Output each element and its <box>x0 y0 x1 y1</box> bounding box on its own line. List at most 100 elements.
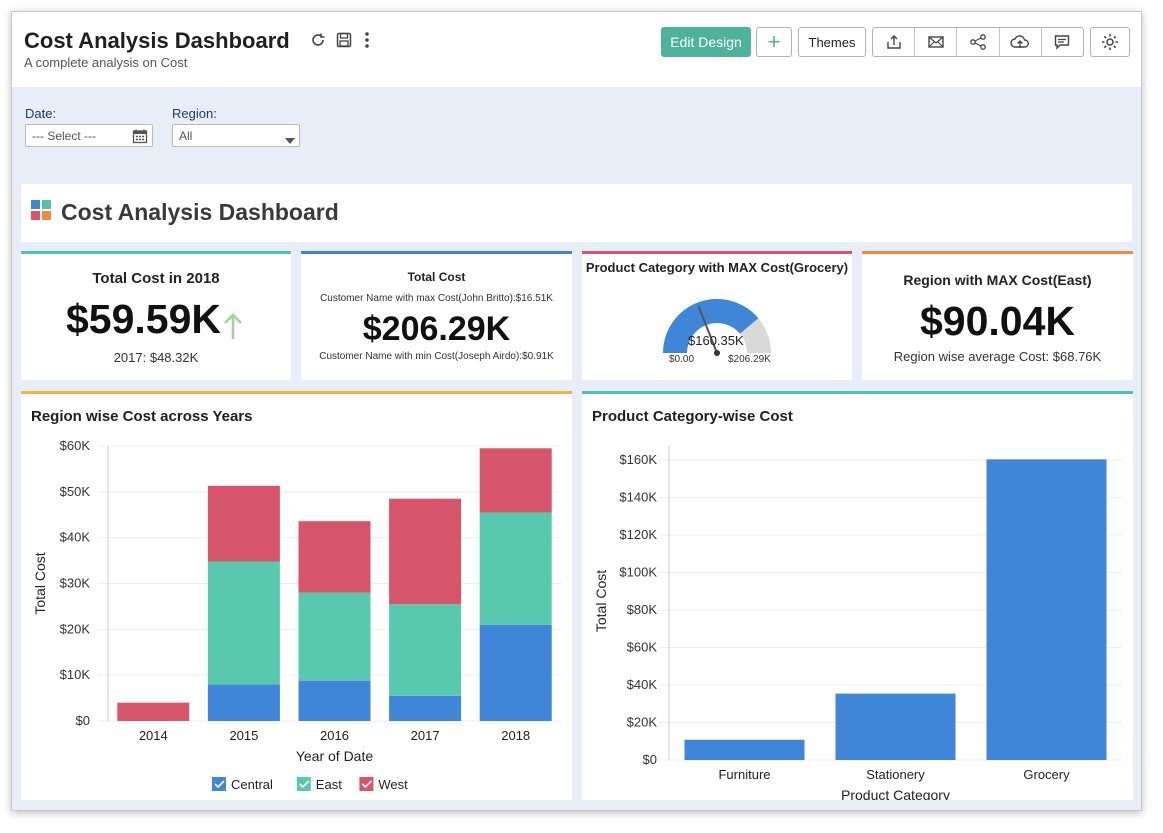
region-filter-value: All <box>179 128 193 143</box>
gear-icon <box>1102 34 1118 50</box>
x-tick-label: 2014 <box>139 728 168 743</box>
y-tick-label: $160K <box>619 452 657 467</box>
kpi-title: Total Cost <box>407 270 466 284</box>
bar <box>684 739 805 760</box>
region-cost-chart-panel: Region wise Cost across Years $0 $10K $20K… <box>21 391 572 800</box>
kpi-max-region[interactable]: Region with MAX Cost(East) $90.04K Regio… <box>862 251 1133 380</box>
date-filter-input[interactable]: --- Select --- <box>25 124 153 147</box>
bar-segment-east <box>298 592 371 681</box>
bar-segment-central <box>207 684 280 721</box>
themes-button[interactable]: Themes <box>798 27 866 57</box>
arrow-up-icon <box>224 313 242 339</box>
bar-segment-central <box>389 695 462 721</box>
y-tick-label: $10K <box>60 667 91 682</box>
settings-button[interactable] <box>1090 27 1130 57</box>
action-button-group <box>872 27 1084 57</box>
checkbox-check-icon <box>299 780 310 789</box>
bar-segment-west <box>389 498 462 605</box>
refresh-icon[interactable] <box>308 30 328 50</box>
kpi-title: Total Cost in 2018 <box>92 270 220 287</box>
calendar-icon[interactable] <box>132 128 148 147</box>
gauge-needle <box>697 306 718 354</box>
gauge-chart <box>663 299 771 356</box>
kpi-accent-bar <box>21 251 291 254</box>
gauge-max-label: $206.29K <box>728 354 771 365</box>
bar-segment-west <box>298 521 371 593</box>
x-tick-label: 2016 <box>320 728 349 743</box>
legend-swatch <box>212 777 226 791</box>
legend-swatch <box>296 777 311 791</box>
y-tick-label: $40K <box>627 677 658 692</box>
page-title: Cost Analysis Dashboard <box>24 28 290 53</box>
y-tick-label: $30K <box>60 576 91 591</box>
kpi-title: Product Category with MAX Cost(Grocery) <box>585 260 849 275</box>
share-icon[interactable] <box>957 28 1000 56</box>
bar-segment-east <box>389 604 462 696</box>
bar-segment-east <box>479 512 552 625</box>
chart-title: Region wise Cost across Years <box>31 408 253 425</box>
chevron-down-icon <box>285 133 295 147</box>
y-tick-label: $60K <box>60 438 91 453</box>
y-tick-label: $120K <box>619 527 657 542</box>
chart-accent-bar <box>582 391 1133 394</box>
category-cost-chart-panel: Product Category-wise Cost $0 $20K $40K $60… <box>582 391 1133 800</box>
kpi-value: $90.04K <box>919 298 1075 344</box>
x-tick-label: Grocery <box>1023 767 1070 782</box>
cloud-upload-icon[interactable] <box>1000 28 1042 56</box>
checkbox-check-icon <box>361 780 372 789</box>
checkbox-check-icon <box>214 780 225 789</box>
legend-label: Central <box>231 777 273 792</box>
date-filter-label: Date: <box>25 106 57 121</box>
x-tick-label: 2018 <box>501 728 530 743</box>
x-tick-label: 2015 <box>229 728 258 743</box>
header-bar: Cost Analysis Dashboard A complete analy… <box>12 12 1141 87</box>
y-tick-label: $0 <box>643 752 657 767</box>
comment-icon[interactable] <box>1042 28 1083 56</box>
kpi-accent-bar <box>862 251 1133 254</box>
chart-title: Product Category-wise Cost <box>592 408 793 425</box>
region-filter-select[interactable]: All <box>172 124 300 147</box>
edit-design-button[interactable]: Edit Design <box>661 27 751 57</box>
stacked-bar-chart: $0 $10K $20K $30K $40K $50K $60K 2014 2015 2016 20… <box>32 438 561 792</box>
kpi-sub: Region wise average Cost: $68.76K <box>893 349 1102 364</box>
y-tick-label: $100K <box>619 565 657 580</box>
save-icon[interactable] <box>334 30 354 50</box>
region-filter-label: Region: <box>172 106 217 121</box>
kpi-max-category[interactable]: Product Category with MAX Cost(Grocery) … <box>582 251 852 380</box>
email-icon[interactable] <box>915 28 958 56</box>
chart-accent-bar <box>21 391 572 394</box>
x-tick-label: Furniture <box>718 767 770 782</box>
gauge-value: $160.35K <box>688 333 744 348</box>
y-tick-label: $0 <box>76 713 90 728</box>
bar <box>986 459 1107 760</box>
page-subtitle: A complete analysis on Cost <box>24 55 188 70</box>
y-tick-label: $40K <box>60 530 91 545</box>
bar <box>835 693 956 760</box>
y-tick-label: $140K <box>619 490 657 505</box>
kpi-total-cost[interactable]: Total Cost Customer Name with max Cost(J… <box>301 251 572 380</box>
add-button[interactable]: + <box>756 27 792 57</box>
dashboard-window: Cost Analysis Dashboard A complete analy… <box>11 11 1142 811</box>
kpi-sub: 2017: $48.32K <box>113 350 199 365</box>
bar-segment-west <box>117 702 190 721</box>
x-tick-label: 2017 <box>411 728 440 743</box>
kpi-total-cost-2018[interactable]: Total Cost in 2018 $59.59K 2017: $48.32K <box>21 251 291 380</box>
legend-label: West <box>378 777 408 792</box>
legend-swatch <box>359 777 374 791</box>
x-axis-label: Product Category <box>841 787 950 800</box>
bar-segment-central <box>479 624 552 721</box>
kpi-value: $206.29K <box>362 310 511 348</box>
dashboard-heading: Cost Analysis Dashboard <box>61 199 339 225</box>
bar-chart: $0 $20K $40K $60K $80K $100K $120K $140K $160K Fu… <box>593 446 1122 800</box>
more-options-icon[interactable] <box>357 30 377 50</box>
y-tick-label: $20K <box>60 621 91 636</box>
y-tick-label: $50K <box>60 484 91 499</box>
kpi-title: Region with MAX Cost(East) <box>903 272 1092 288</box>
export-icon[interactable] <box>873 28 916 56</box>
bar-segment-west <box>479 448 552 513</box>
gauge-pivot <box>714 350 720 356</box>
bar-segment-west <box>207 485 280 562</box>
y-tick-label: $60K <box>627 640 658 655</box>
gauge-min-label: $0.00 <box>669 354 695 365</box>
date-filter-placeholder: --- Select --- <box>32 128 96 143</box>
